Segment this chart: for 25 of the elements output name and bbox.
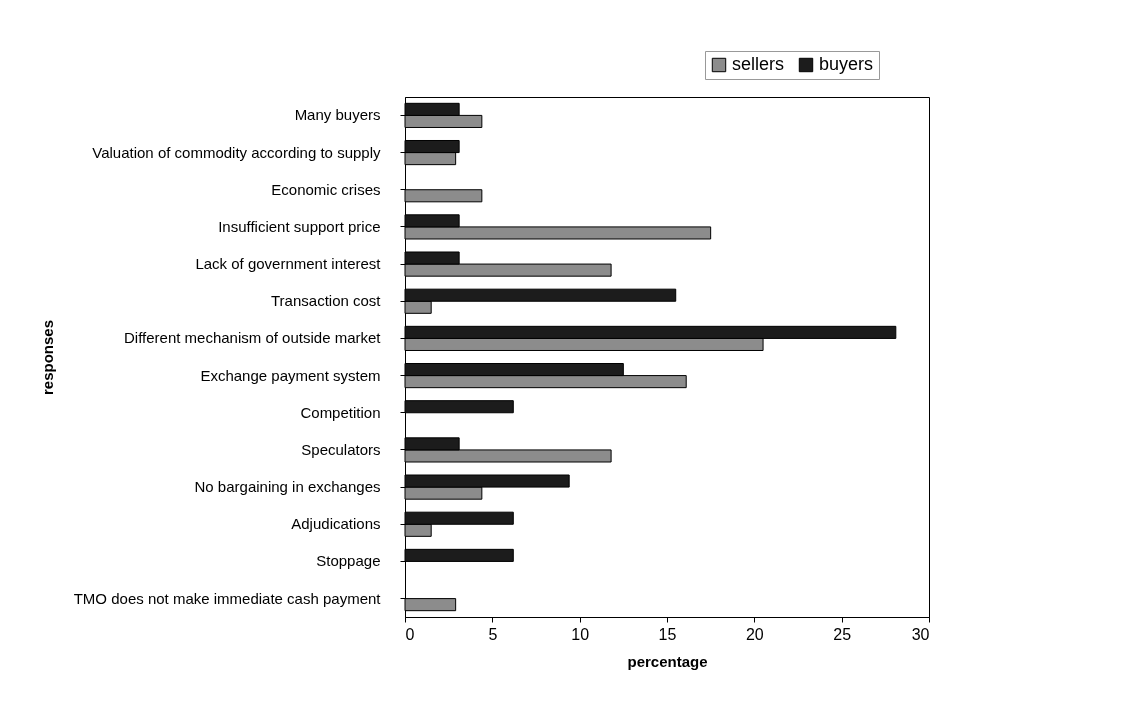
y-axis-title: responses — [38, 319, 56, 396]
x-tick-label: 30 — [911, 625, 930, 643]
y-tick-label: Stoppage — [316, 552, 381, 570]
x-tick-label: 0 — [405, 625, 415, 643]
x-axis-title: percentage — [627, 652, 708, 670]
x-tick-label: 5 — [488, 625, 498, 643]
y-tick-label: Lack of government interest — [195, 255, 382, 273]
x-tick-label: 25 — [833, 625, 852, 643]
y-tick-label: Adjudications — [291, 515, 381, 533]
x-tick-label: 15 — [658, 625, 677, 643]
x-tick-label: 10 — [571, 625, 590, 643]
y-tick-label: Economic crises — [271, 180, 381, 198]
y-tick-label: No bargaining in exchanges — [194, 478, 381, 496]
y-tick-label: Valuation of commodity according to supply — [92, 143, 381, 161]
legend-label: buyers — [819, 54, 874, 74]
y-tick-label: Speculators — [301, 440, 381, 458]
x-tick-label: 20 — [745, 625, 764, 643]
y-tick-label: Transaction cost — [271, 292, 382, 310]
legend-label: sellers — [732, 54, 785, 74]
y-tick-label: TMO does not make immediate cash payment — [73, 589, 382, 607]
y-tick-label: Competition — [300, 403, 381, 421]
y-tick-label: Different mechanism of outside market — [123, 329, 382, 347]
y-tick-label: Exchange payment system — [200, 366, 381, 384]
y-tick-label: Insufficient support price — [218, 217, 381, 235]
y-tick-label: Many buyers — [294, 106, 381, 124]
